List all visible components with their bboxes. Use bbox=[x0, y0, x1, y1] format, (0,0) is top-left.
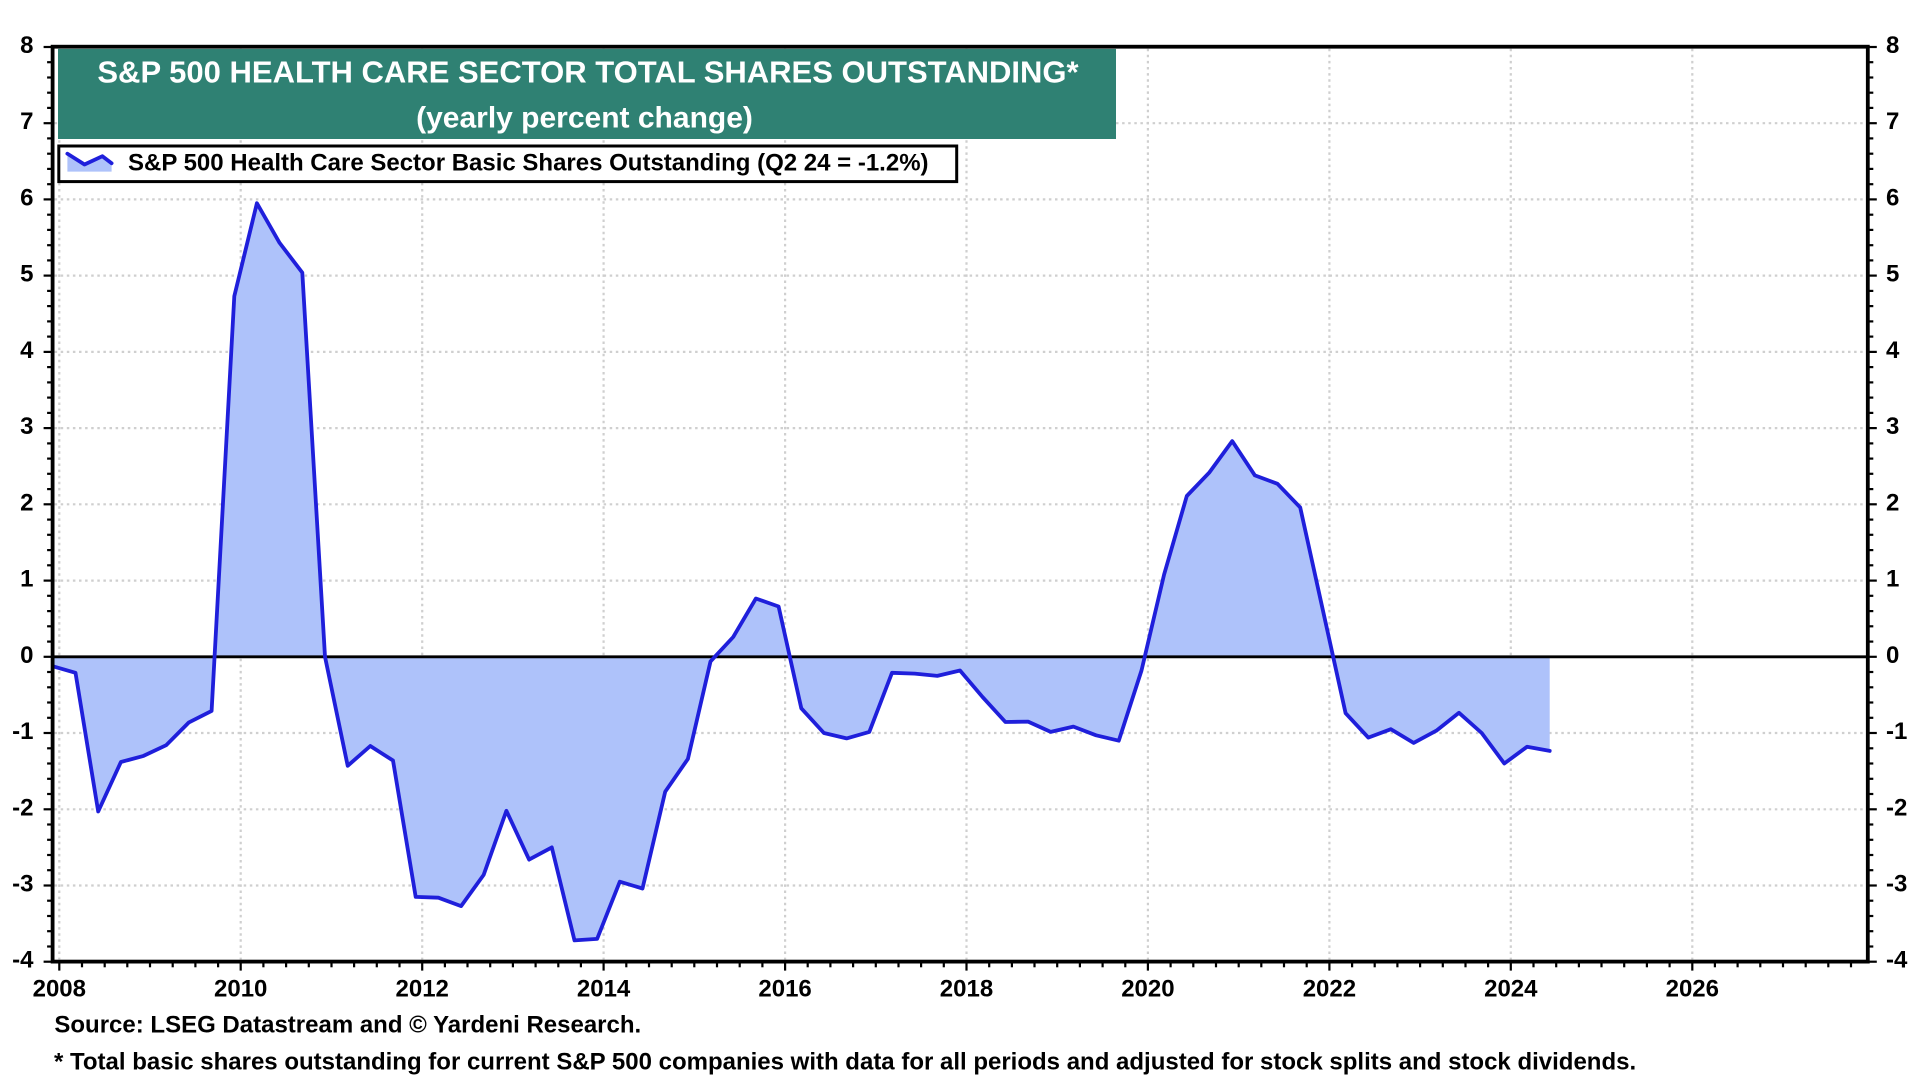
svg-text:7: 7 bbox=[20, 108, 33, 135]
svg-text:2016: 2016 bbox=[758, 976, 811, 1003]
svg-text:8: 8 bbox=[1886, 32, 1899, 59]
svg-text:2020: 2020 bbox=[1121, 976, 1174, 1003]
svg-text:-1: -1 bbox=[1886, 718, 1907, 745]
svg-text:8: 8 bbox=[20, 32, 33, 59]
svg-text:* Total basic shares outstandi: * Total basic shares outstanding for cur… bbox=[54, 1049, 1636, 1076]
svg-text:2010: 2010 bbox=[214, 976, 267, 1003]
svg-text:7: 7 bbox=[1886, 108, 1899, 135]
svg-text:0: 0 bbox=[1886, 642, 1899, 669]
svg-text:4: 4 bbox=[20, 337, 34, 364]
svg-text:2012: 2012 bbox=[396, 976, 449, 1003]
svg-text:2026: 2026 bbox=[1666, 976, 1719, 1003]
svg-text:3: 3 bbox=[1886, 413, 1899, 440]
svg-text:3: 3 bbox=[20, 413, 33, 440]
svg-text:Source: LSEG Datastream and ©: Source: LSEG Datastream and © Yardeni Re… bbox=[54, 1012, 641, 1039]
svg-text:4: 4 bbox=[1886, 337, 1900, 364]
svg-text:S&P 500 HEALTH CARE SECTOR TOT: S&P 500 HEALTH CARE SECTOR TOTAL SHARES … bbox=[97, 55, 1079, 90]
svg-text:-2: -2 bbox=[1886, 794, 1907, 821]
svg-text:-1: -1 bbox=[12, 718, 33, 745]
svg-text:S&P 500 Health Care Sector Bas: S&P 500 Health Care Sector Basic Shares … bbox=[128, 150, 929, 177]
svg-text:2024: 2024 bbox=[1484, 976, 1538, 1003]
svg-text:0: 0 bbox=[20, 642, 33, 669]
svg-text:2008: 2008 bbox=[33, 976, 86, 1003]
svg-text:(yearly percent change): (yearly percent change) bbox=[416, 102, 753, 135]
svg-text:1: 1 bbox=[1886, 566, 1899, 593]
svg-text:2: 2 bbox=[1886, 489, 1899, 516]
svg-text:-2: -2 bbox=[12, 794, 33, 821]
svg-text:6: 6 bbox=[20, 184, 33, 211]
svg-text:1: 1 bbox=[20, 566, 33, 593]
svg-text:-4: -4 bbox=[12, 947, 34, 974]
svg-text:-3: -3 bbox=[12, 871, 33, 898]
svg-text:2014: 2014 bbox=[577, 976, 631, 1003]
svg-text:2018: 2018 bbox=[940, 976, 993, 1003]
svg-text:-4: -4 bbox=[1886, 947, 1908, 974]
svg-text:6: 6 bbox=[1886, 184, 1899, 211]
svg-text:-3: -3 bbox=[1886, 871, 1907, 898]
svg-text:5: 5 bbox=[20, 261, 33, 288]
svg-text:2022: 2022 bbox=[1303, 976, 1356, 1003]
svg-text:5: 5 bbox=[1886, 261, 1899, 288]
svg-text:2: 2 bbox=[20, 489, 33, 516]
